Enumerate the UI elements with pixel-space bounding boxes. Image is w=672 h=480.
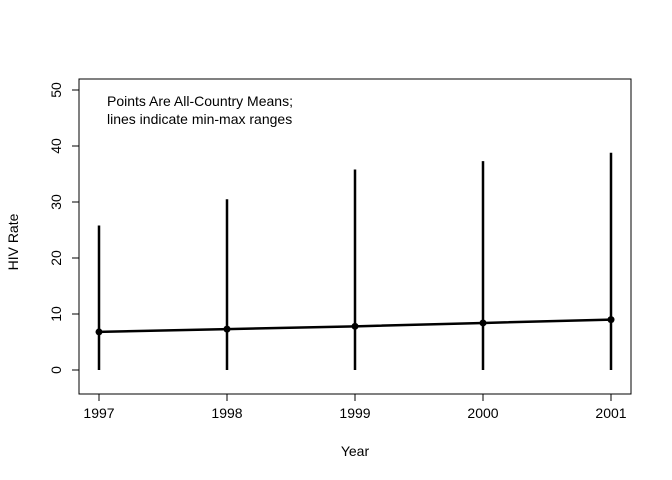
mean-points [95,316,615,336]
min-max-ranges [97,152,613,370]
mean-point-1999 [351,322,359,330]
mean-point-2001 [607,316,615,324]
x-axis-title: Year [341,443,370,459]
y-tick-label: 30 [48,194,64,210]
x-axis: 1997 1998 1999 2000 2001 [83,393,627,421]
y-tick-label: 20 [48,250,64,266]
y-tick-label: 40 [48,138,64,154]
y-tick-label: 50 [48,82,64,98]
x-tick-label: 1997 [83,405,114,421]
x-tick-label: 2001 [595,405,626,421]
mean-point-1997 [95,328,103,336]
y-axis-title: HIV Rate [5,213,21,270]
annotation-line-2: lines indicate min-max ranges [107,111,292,127]
x-tick-label: 1998 [211,405,242,421]
mean-point-1998 [223,325,231,333]
y-tick-label: 10 [48,306,64,322]
annotation-line-1: Points Are All-Country Means; [107,93,293,109]
x-tick-label: 2000 [467,405,498,421]
mean-point-2000 [479,319,487,327]
y-tick-label: 0 [48,366,64,374]
y-axis: 0 10 20 30 40 50 [48,82,80,374]
x-tick-label: 1999 [339,405,370,421]
